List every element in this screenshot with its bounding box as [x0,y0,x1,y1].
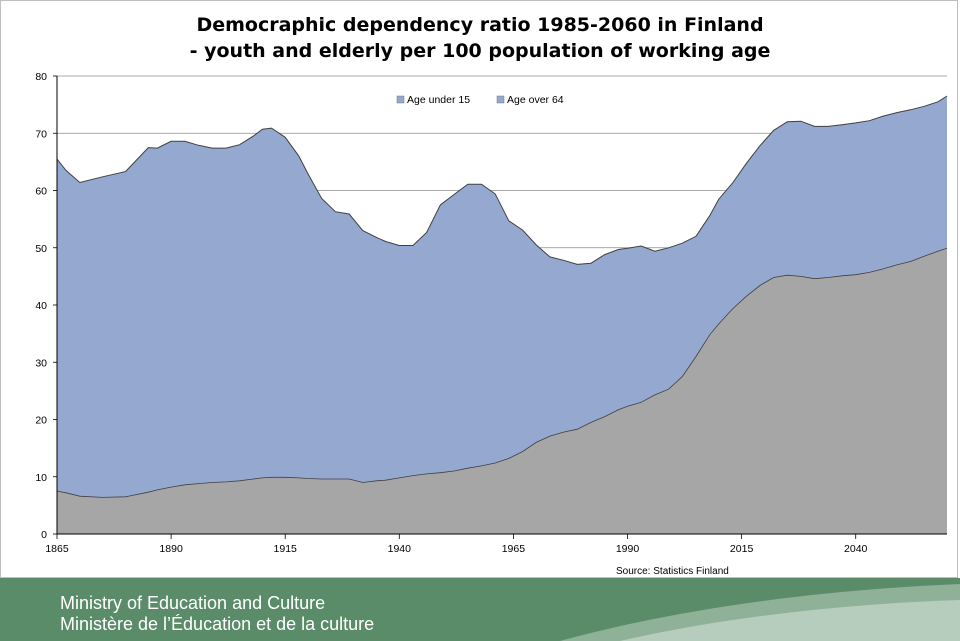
x-tick-label: 2040 [844,543,868,555]
footer-banner: Ministry of Education and Culture Minist… [0,578,960,641]
legend-swatch-elderly [496,95,505,104]
y-tick-label: 50 [35,243,47,255]
x-tick-label: 2015 [730,543,754,555]
x-tick-label: 1965 [502,543,526,555]
y-tick-label: 0 [41,529,47,541]
x-tick-label: 1990 [616,543,640,555]
axes: 0 10 20 30 40 50 60 70 80 1865 1890 1915 1940 1965 199… [35,71,947,555]
y-tick-label: 80 [35,71,47,83]
legend-label-elderly: Age over 64 [507,94,564,106]
x-tick-label: 1865 [45,543,69,555]
source-note: Source: Statistics Finland [616,566,729,577]
legend: Age under 15 Age over 64 [396,94,564,106]
line-elderly-boundary [56,247,948,498]
x-tick-label: 1940 [388,543,412,555]
footer-ministry-name-fr: Ministère de l’Éducation et de la cultur… [60,614,375,634]
y-tick-label: 40 [35,300,47,312]
area-age-over-64 [57,248,947,535]
footer-ministry-name-en: Ministry of Education and Culture [60,593,326,613]
x-tick-label: 1915 [274,543,298,555]
stacked-area-chart: 0 10 20 30 40 50 60 70 80 1865 1890 1915 1940 1965 199… [35,71,948,577]
legend-swatch-youth [396,95,405,104]
chart-subtitle: - youth and elderly per 100 population o… [189,40,771,62]
area-series [56,95,948,535]
area-age-under-15 [57,96,947,498]
y-tick-label: 30 [35,357,47,369]
y-tick-label: 60 [35,186,47,198]
line-total-dependency [56,95,948,265]
y-tick-label: 70 [35,128,47,140]
footer-background [0,578,960,641]
y-tick-label: 10 [35,472,47,484]
chart-title: Democraphic dependency ratio 1985-2060 i… [196,14,764,36]
legend-label-youth: Age under 15 [407,94,470,106]
x-tick-label: 1890 [159,543,183,555]
y-tick-label: 20 [35,415,47,427]
